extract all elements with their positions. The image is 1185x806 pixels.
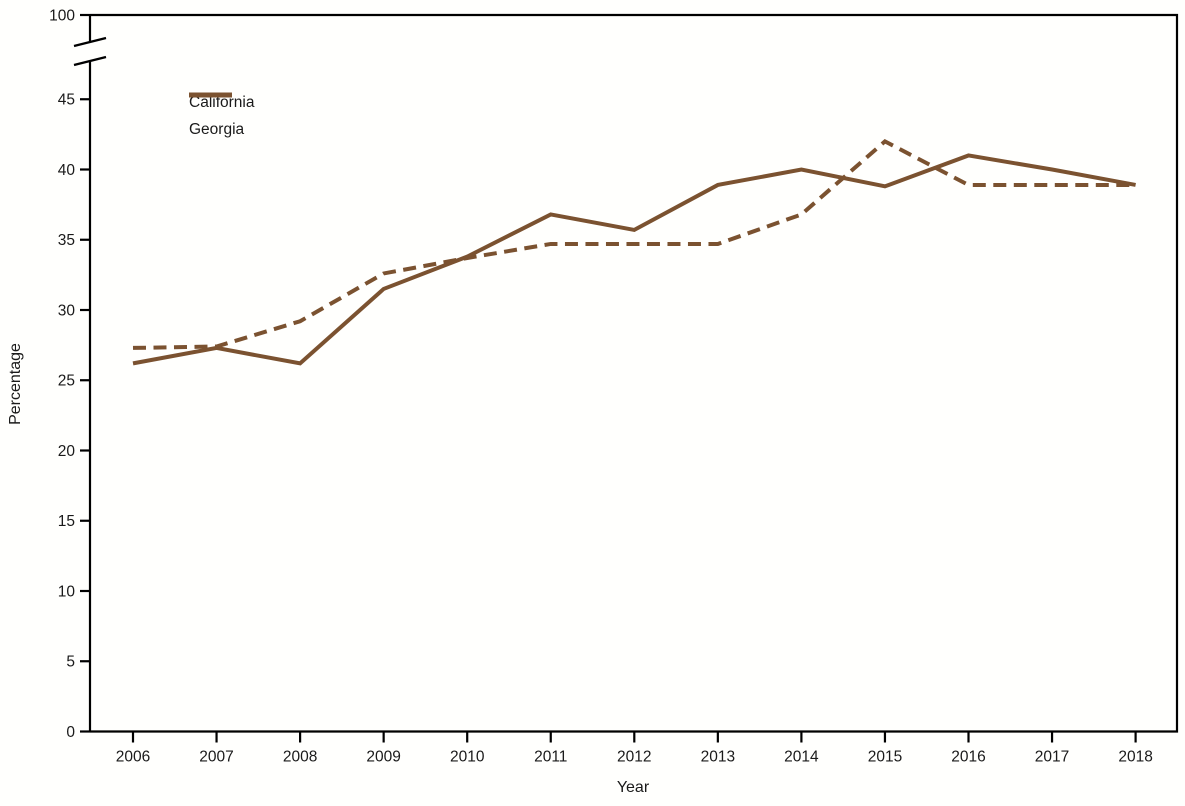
x-tick-label: 2011 <box>534 749 567 766</box>
x-tick-label: 2008 <box>283 749 317 766</box>
georgia-solid-swatch-icon <box>189 92 232 98</box>
x-tick-label: 2010 <box>450 749 485 766</box>
x-tick-label: 2006 <box>116 749 150 766</box>
legend-item-georgia: Georgia <box>189 92 254 141</box>
x-tick-label: 2015 <box>868 749 902 766</box>
x-tick-label: 2007 <box>199 749 233 766</box>
x-tick-label: 2017 <box>1035 749 1069 766</box>
chart-legend: California Georgia <box>189 92 254 141</box>
axis-break-slash-icon <box>73 55 107 67</box>
y-tick-label: 25 <box>58 373 75 390</box>
y-tick-label: 20 <box>58 443 76 460</box>
x-tick-label: 2013 <box>701 749 735 766</box>
y-tick-label: 30 <box>58 302 76 319</box>
california-line <box>132 138 1136 350</box>
x-tick-label: 2014 <box>784 749 819 766</box>
x-tick-label: 2009 <box>366 749 400 766</box>
legend-label-georgia: Georgia <box>189 121 245 139</box>
x-axis-title: Year <box>616 779 650 796</box>
y-tick-label: 35 <box>58 232 75 249</box>
y-tick-label: 0 <box>66 724 75 741</box>
y-tick-label: 10 <box>58 583 76 600</box>
y-tick-label: 45 <box>58 92 75 109</box>
legend-label-california: California <box>189 94 255 112</box>
y-axis-title: Percentage <box>7 343 24 425</box>
georgia-line <box>132 153 1136 366</box>
axis-break-slash-icon <box>73 36 107 48</box>
y-tick-label: 100 <box>49 7 75 24</box>
y-tick-label: 40 <box>58 162 76 179</box>
x-tick-label: 2012 <box>617 749 651 766</box>
x-tick-label: 2018 <box>1118 749 1152 766</box>
y-tick-label: 15 <box>58 513 75 530</box>
x-tick-label: 2016 <box>951 749 985 766</box>
y-tick-label: 5 <box>66 654 75 671</box>
